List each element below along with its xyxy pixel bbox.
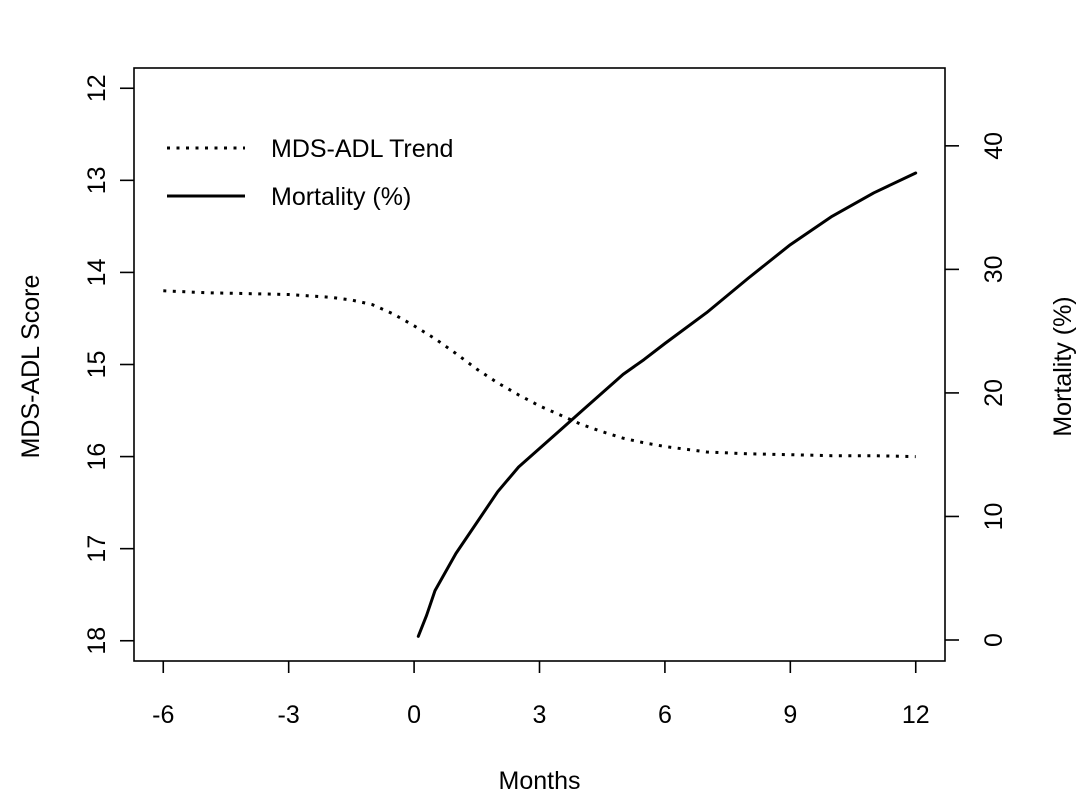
right-y-tick-label: 20 bbox=[980, 379, 1008, 407]
right-y-tick-label: 0 bbox=[980, 633, 1008, 647]
mds-adl-trend-line bbox=[163, 289, 916, 459]
right-y-axis-title: Mortality (%) bbox=[1049, 296, 1077, 436]
plot-frame bbox=[133, 67, 946, 662]
right-y-tick-label: 40 bbox=[980, 132, 1008, 160]
x-tick-label: -6 bbox=[152, 701, 174, 729]
right-y-tick-label: 30 bbox=[980, 255, 1008, 283]
mortality-line bbox=[416, 171, 918, 638]
left-y-tick-label: 18 bbox=[83, 627, 111, 655]
left-y-tick-label: 13 bbox=[83, 166, 111, 194]
x-tick-label: 0 bbox=[407, 701, 421, 729]
left-y-tick-label: 15 bbox=[83, 351, 111, 379]
left-y-axis-title: MDS-ADL Score bbox=[17, 275, 45, 459]
x-tick-label: 3 bbox=[533, 701, 547, 729]
legend-label: Mortality (%) bbox=[271, 183, 411, 211]
legend-label: MDS-ADL Trend bbox=[271, 135, 453, 163]
left-y-tick-label: 12 bbox=[83, 74, 111, 102]
x-tick-label: 12 bbox=[902, 701, 930, 729]
x-tick-label: -3 bbox=[278, 701, 300, 729]
x-axis-title: Months bbox=[499, 767, 581, 795]
x-tick-label: 6 bbox=[658, 701, 672, 729]
left-y-tick-label: 16 bbox=[83, 443, 111, 471]
right-y-tick-label: 10 bbox=[980, 503, 1008, 531]
x-tick-label: 9 bbox=[783, 701, 797, 729]
left-y-tick-label: 17 bbox=[83, 535, 111, 563]
left-y-tick-label: 14 bbox=[83, 258, 111, 286]
